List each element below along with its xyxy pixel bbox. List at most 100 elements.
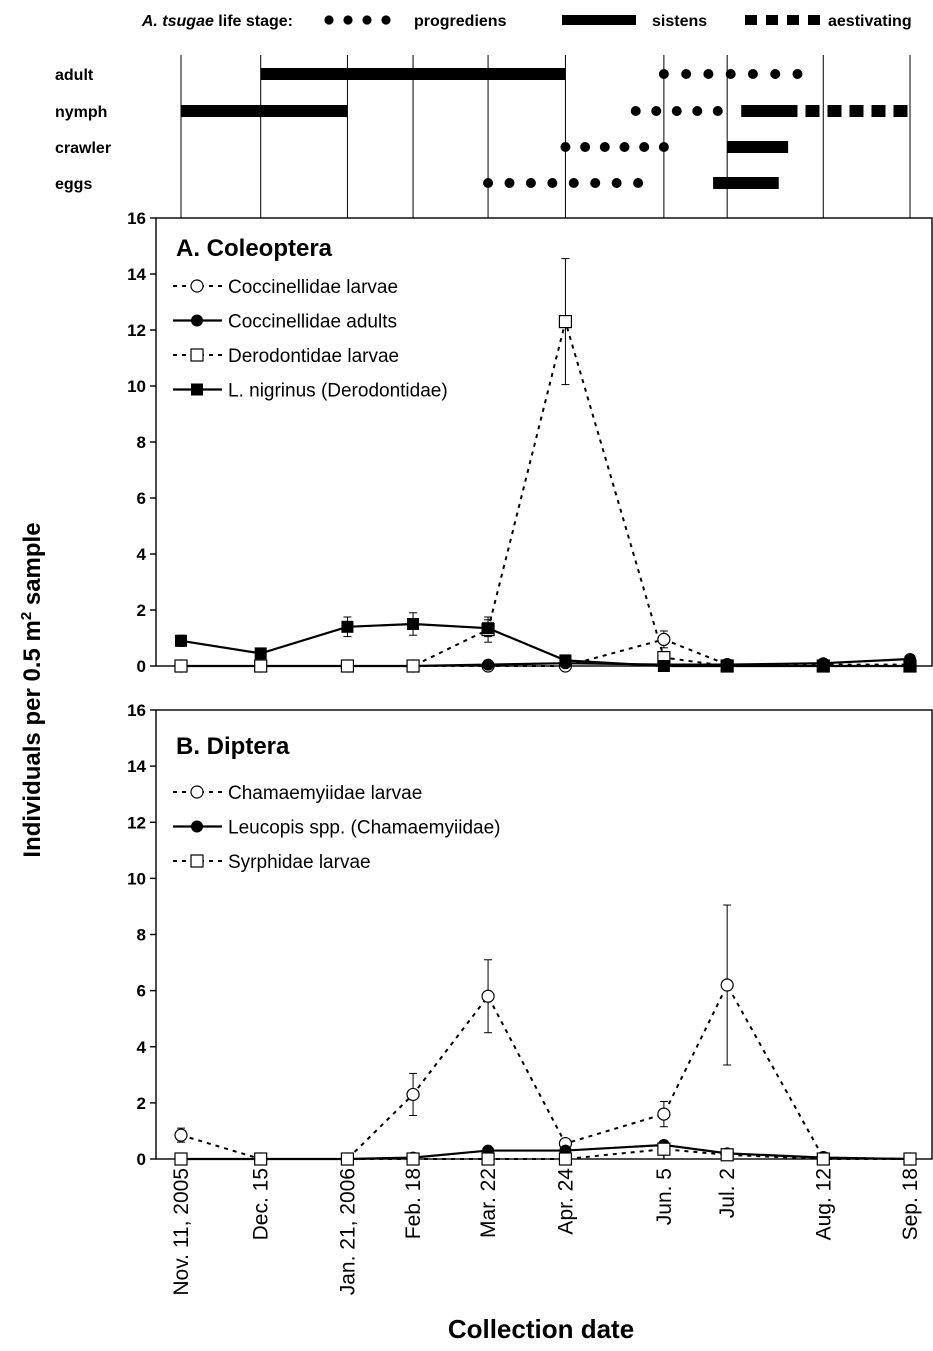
progrediens-dot-eggs bbox=[633, 178, 644, 188]
aestivating-dash-nymph bbox=[827, 105, 842, 117]
x-tick-label: Aug. 12 bbox=[812, 1168, 835, 1240]
progrediens-dot-crawler bbox=[580, 142, 591, 152]
data-point bbox=[657, 1107, 671, 1121]
plot-frame bbox=[155, 709, 933, 1160]
y-tick-label: 12 bbox=[127, 321, 146, 340]
data-point bbox=[254, 1152, 268, 1166]
progrediens-dot-crawler bbox=[658, 142, 669, 152]
progrediens-dot-crawler bbox=[619, 142, 630, 152]
data-point bbox=[191, 314, 203, 327]
y-axis-label-superscript: 2 bbox=[18, 612, 35, 620]
progrediens-dot-eggs bbox=[547, 178, 558, 188]
data-point bbox=[657, 1142, 671, 1156]
y-tick-label: 10 bbox=[127, 869, 146, 888]
sistens-bar-nymph bbox=[181, 105, 348, 117]
data-point bbox=[407, 618, 420, 630]
legend-aestivating-dash bbox=[766, 15, 778, 25]
data-point bbox=[559, 654, 572, 667]
data-point bbox=[481, 1152, 495, 1166]
series-line bbox=[181, 317, 910, 667]
progrediens-dot-eggs bbox=[525, 178, 536, 188]
sistens-bar-eggs bbox=[713, 177, 779, 189]
data-point bbox=[190, 348, 204, 362]
x-tick-label: Mar. 22 bbox=[477, 1168, 500, 1238]
progrediens-dot-adult bbox=[770, 69, 781, 79]
x-tick-label: Apr. 24 bbox=[554, 1168, 577, 1235]
y-tick-label: 16 bbox=[127, 701, 146, 720]
series-line bbox=[181, 1143, 911, 1161]
legend-aestivating-dash bbox=[808, 15, 820, 25]
sistens-bar-crawler bbox=[727, 141, 789, 153]
y-tick-label: 14 bbox=[127, 757, 146, 776]
legend-progrediens-dot bbox=[343, 15, 353, 25]
y-axis-label: Individuals per 0.5 m2 sample bbox=[18, 522, 46, 857]
progrediens-dot-adult bbox=[747, 69, 758, 79]
series-line bbox=[181, 1148, 910, 1160]
y-axis-label-main: Individuals per 0.5 m bbox=[19, 620, 46, 857]
panel-a-coleoptera: A. Coleoptera 0 2 4 6 8 10 12 14 16 Coccinellidae… bbox=[127, 209, 933, 676]
legend-sistens-label: sistens bbox=[652, 13, 707, 30]
legend-label: Coccinellidae adults bbox=[228, 312, 397, 333]
stage-labels: adult nymph crawler eggs bbox=[55, 67, 111, 193]
y-tick-label: 4 bbox=[137, 545, 147, 564]
data-point bbox=[254, 647, 267, 660]
series-line bbox=[180, 982, 911, 1160]
progrediens-dot-eggs bbox=[611, 178, 622, 188]
progrediens-dot-eggs bbox=[568, 178, 579, 188]
progrediens-dot-crawler bbox=[560, 142, 571, 152]
data-point bbox=[481, 989, 495, 1003]
y-tick-label: 14 bbox=[127, 265, 146, 284]
legend-title-species: A. tsugae bbox=[141, 13, 214, 30]
progrediens-dot-nymph bbox=[692, 106, 703, 116]
data-point bbox=[406, 659, 420, 673]
data-point bbox=[254, 659, 268, 673]
y-tick-label: 2 bbox=[137, 601, 146, 620]
data-point bbox=[406, 1152, 420, 1166]
legend-label: Coccinellidae larvae bbox=[228, 277, 398, 298]
y-tick-label: 16 bbox=[127, 209, 146, 228]
y-tick-label: 2 bbox=[137, 1094, 146, 1113]
sistens-bar-adult bbox=[260, 68, 566, 80]
panel-b-diptera: B. Diptera 0 2 4 6 8 10 12 14 16 Chamaemyiidae la… bbox=[127, 701, 933, 1169]
legend-aestivating-dash bbox=[787, 15, 799, 25]
data-point bbox=[341, 620, 354, 633]
progrediens-dot-adult bbox=[681, 69, 692, 79]
data-point bbox=[558, 1152, 573, 1166]
y-tick-label: 0 bbox=[137, 1150, 146, 1169]
x-tick-label: Sep. 18 bbox=[899, 1168, 922, 1240]
data-point bbox=[174, 659, 188, 673]
y-tick-label: 8 bbox=[137, 433, 146, 452]
stage-label-nymph: nymph bbox=[55, 104, 107, 121]
data-point bbox=[190, 279, 204, 293]
series-line bbox=[181, 638, 910, 667]
x-tick-label: Feb. 18 bbox=[402, 1168, 425, 1239]
y-tick-label: 4 bbox=[137, 1038, 147, 1057]
progrediens-dot-nymph bbox=[630, 106, 641, 116]
legend-label: L. nigrinus (Derodontidae) bbox=[228, 381, 448, 402]
legend-progrediens-dots bbox=[324, 15, 391, 25]
x-tick-label: Dec. 15 bbox=[250, 1168, 273, 1240]
sistens-bar-nymph bbox=[741, 105, 798, 117]
data-point bbox=[816, 1152, 830, 1166]
legend-label: Chamaemyiidae larvae bbox=[228, 783, 422, 804]
data-point bbox=[191, 383, 203, 396]
legend-progrediens-dot bbox=[381, 15, 391, 25]
data-point bbox=[657, 660, 670, 672]
aestivating-dash-nymph bbox=[805, 105, 820, 117]
data-point bbox=[904, 660, 916, 672]
stage-label-crawler: crawler bbox=[55, 140, 111, 157]
progrediens-dot-adult bbox=[658, 69, 669, 79]
legend-title: A. tsugae life stage: bbox=[141, 13, 293, 30]
data-point bbox=[720, 1148, 734, 1162]
progrediens-dot-eggs bbox=[504, 178, 515, 188]
panel-b-title: B. Diptera bbox=[176, 733, 290, 760]
data-point bbox=[482, 658, 495, 671]
progrediens-dot-adult bbox=[792, 69, 803, 79]
data-point bbox=[558, 315, 573, 329]
progrediens-dot-eggs bbox=[590, 178, 601, 188]
progrediens-dot-nymph bbox=[671, 106, 682, 116]
y-tick-label: 8 bbox=[137, 926, 146, 945]
aestivating-dash-nymph bbox=[849, 105, 864, 117]
data-point bbox=[175, 634, 187, 647]
